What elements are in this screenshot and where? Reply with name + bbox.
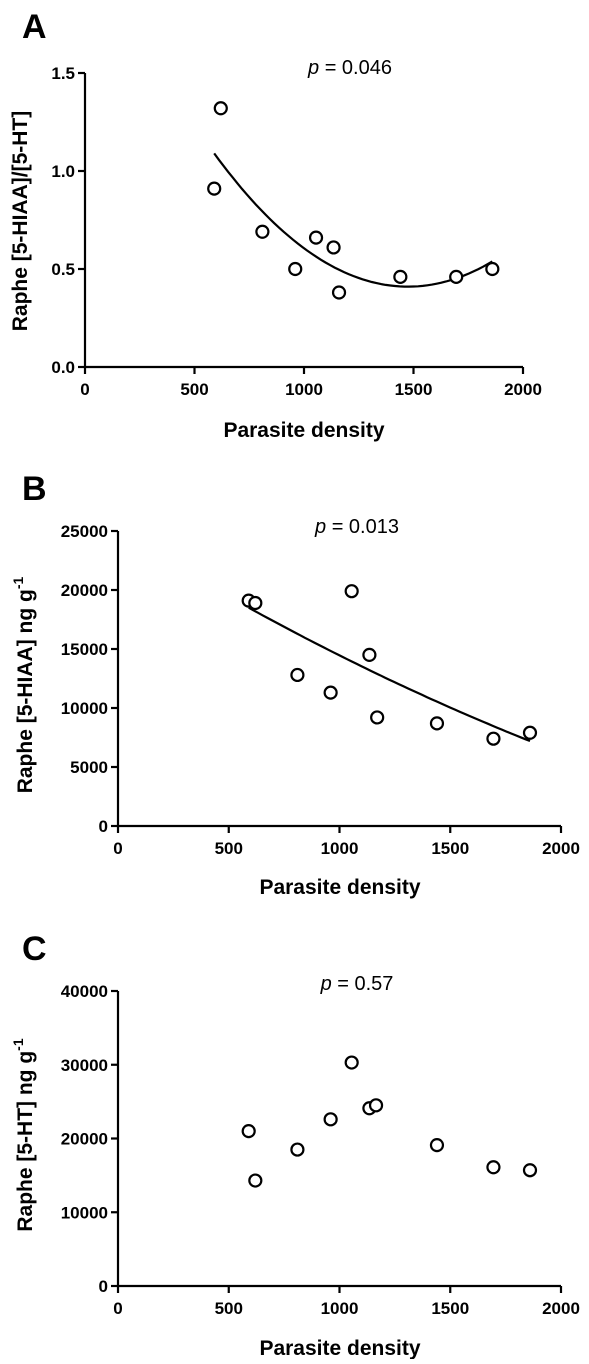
x-tick-label: 500 — [215, 1299, 243, 1318]
data-point — [290, 1142, 305, 1157]
data-point — [323, 1112, 338, 1127]
data-point — [344, 1055, 359, 1070]
y-tick-label: 10000 — [61, 699, 108, 718]
y-tick-label: 0 — [99, 817, 108, 836]
axes: 0 500 1000 1500 2000050001000015000200002500… — [61, 522, 580, 858]
data-point — [429, 1138, 445, 1153]
y-axis-title: Raphe [5-HIAA]/[5-HT] — [9, 111, 32, 332]
y-tick-label: 20000 — [61, 1130, 108, 1149]
data-point — [331, 285, 347, 300]
data-point — [323, 685, 338, 700]
data-point — [522, 725, 538, 740]
x-tick-label: 0 — [80, 380, 89, 399]
y-tick-label: 30000 — [61, 1056, 108, 1075]
p-value-annotation: p = 0.046 — [307, 57, 392, 79]
data-point — [344, 584, 359, 599]
p-value-annotation: p = 0.013 — [314, 516, 399, 538]
data-point — [207, 181, 222, 196]
y-tick-label: 1.0 — [51, 162, 75, 181]
x-tick-label: 0 — [113, 839, 122, 858]
axes: 0 500 1000 1500 2000 0.0 0.5 1.0 1.5 — [51, 64, 542, 399]
y-tick-label: 15000 — [61, 640, 108, 659]
y-tick-label: 1.5 — [51, 64, 75, 83]
fit-curve — [213, 152, 493, 288]
y-tick-label: 0.5 — [51, 260, 75, 279]
panel-letter-a: A — [22, 8, 47, 46]
data-point — [393, 269, 408, 284]
x-tick-label: 0 — [113, 1299, 122, 1318]
y-tick-label: 5000 — [70, 758, 108, 777]
data-point — [213, 101, 228, 116]
data-point — [429, 716, 445, 731]
x-tick-label: 1500 — [431, 1299, 469, 1318]
data-point — [288, 261, 303, 277]
x-tick-label: 2000 — [504, 380, 542, 399]
data-point — [449, 269, 464, 284]
p-value-annotation: p = 0.57 — [320, 973, 394, 995]
x-tick-label: 1000 — [321, 839, 359, 858]
data-point — [308, 230, 324, 245]
data-point — [370, 710, 385, 725]
x-axis-title: Parasite density — [259, 1337, 420, 1359]
x-tick-label: 2000 — [542, 1299, 580, 1318]
fit-curve — [248, 606, 531, 743]
data-point — [241, 1124, 256, 1139]
data-point — [290, 667, 305, 683]
y-tick-label: 10000 — [61, 1203, 108, 1222]
y-tick-label: 40000 — [61, 982, 108, 1001]
data-point — [248, 595, 263, 611]
x-axis-title: Parasite density — [259, 876, 420, 899]
data-point — [326, 240, 341, 255]
x-axis-title: Parasite density — [223, 419, 384, 442]
panel-c: C p = 0.57 0 500 1000 1500 20000100002000030… — [10, 930, 580, 1360]
x-tick-label: 500 — [215, 839, 243, 858]
data-point — [362, 647, 377, 663]
data-point — [486, 731, 501, 746]
x-tick-label: 1000 — [285, 380, 323, 399]
data-point — [486, 1160, 501, 1175]
y-tick-label: 20000 — [61, 581, 108, 600]
x-tick-label: 1500 — [431, 839, 469, 858]
y-tick-label: 0 — [99, 1277, 108, 1296]
x-tick-label: 2000 — [542, 839, 580, 858]
y-axis-title: Raphe [5-HT] ng g-1 — [10, 1038, 37, 1231]
x-tick-label: 500 — [180, 380, 208, 399]
data-point — [485, 261, 500, 277]
x-tick-label: 1000 — [321, 1299, 359, 1318]
panel-letter-b: B — [22, 470, 47, 508]
y-axis-title: Raphe [5-HIAA] ng g-1 — [10, 576, 37, 793]
x-tick-label: 1500 — [395, 380, 433, 399]
y-tick-label: 25000 — [61, 522, 108, 541]
data-point — [248, 1173, 263, 1188]
panel-letter-c: C — [22, 930, 47, 968]
data-point — [368, 1098, 384, 1113]
y-tick-label: 0.0 — [51, 358, 75, 377]
panel-a: A p = 0.046 0 500 1000 1500 2000 0.0 0.5 1.0 1.5… — [9, 8, 542, 442]
panel-b: B p = 0.013 0 500 1000 1500 2000050001000015… — [10, 470, 580, 899]
data-point — [522, 1163, 538, 1178]
data-point — [255, 224, 270, 239]
